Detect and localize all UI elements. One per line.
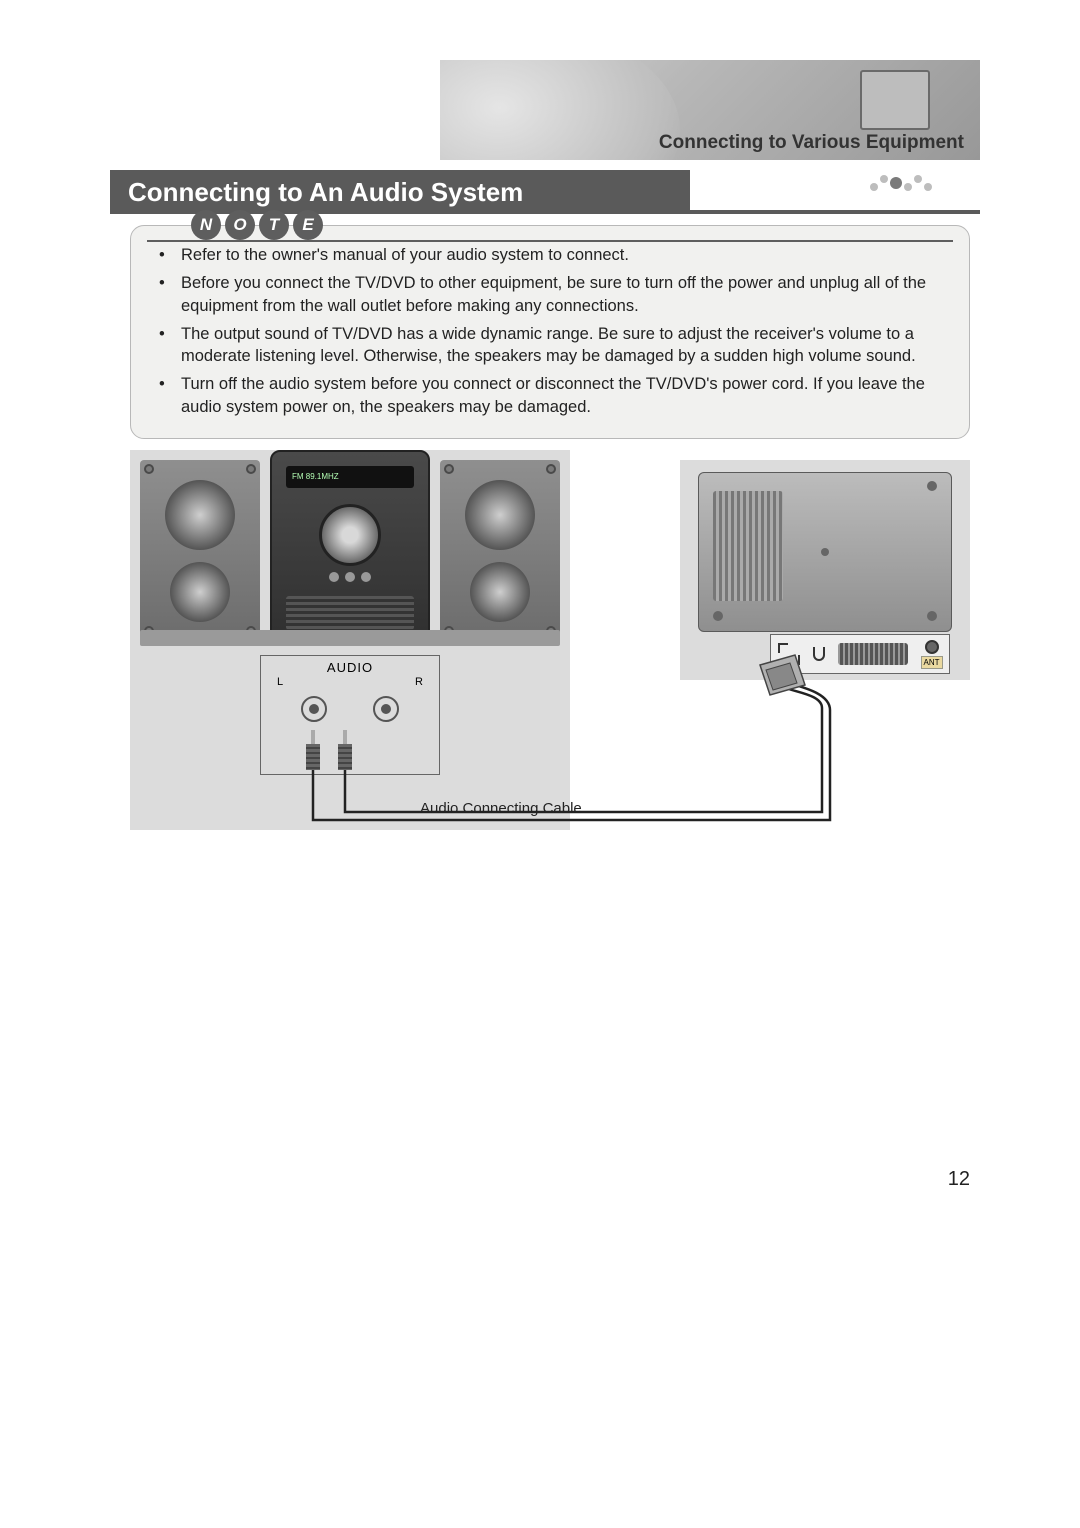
antenna-port-icon xyxy=(925,640,939,654)
section-label: Connecting to Various Equipment xyxy=(659,132,964,154)
note-item: The output sound of TV/DVD has a wide dy… xyxy=(177,323,957,368)
title-bar-underline xyxy=(690,210,980,214)
note-badge-t: T xyxy=(259,210,289,240)
page-number: 12 xyxy=(948,1168,970,1191)
rca-plug-right-icon xyxy=(338,730,352,770)
headphone-icon xyxy=(813,647,825,661)
title-bar: Connecting to An Audio System xyxy=(110,170,980,214)
rca-jack-right-icon xyxy=(373,696,399,722)
note-badge-e: E xyxy=(293,210,323,240)
bracket-icon xyxy=(778,643,800,665)
stereo-display: FM 89.1MHZ xyxy=(286,466,414,488)
volume-knob-icon xyxy=(319,504,381,566)
title-bar-fill: Connecting to An Audio System xyxy=(110,170,690,214)
deck-buttons xyxy=(329,572,371,582)
rca-plug-left-icon xyxy=(306,730,320,770)
audio-jack-left-label: L xyxy=(277,676,283,688)
scart-port-icon xyxy=(838,643,908,665)
stereo-deck-graphic: FM 89.1MHZ xyxy=(270,450,430,646)
rca-jack-left-icon xyxy=(301,696,327,722)
io-ports: ANT xyxy=(770,634,950,674)
note-badges: N O T E xyxy=(191,210,323,240)
note-list: Refer to the owner's manual of your audi… xyxy=(177,244,957,418)
cable-label: Audio Connecting Cable xyxy=(420,800,582,817)
tv-back-graphic xyxy=(698,472,952,632)
banner-tv-graphic xyxy=(860,70,930,130)
page-title: Connecting to An Audio System xyxy=(128,177,523,208)
left-speaker-graphic xyxy=(140,460,260,640)
note-badge-o: O xyxy=(225,210,255,240)
decorative-dots xyxy=(870,175,932,191)
connection-diagram: FM 89.1MHZ AUDIO L R xyxy=(130,450,970,920)
cassette-tray xyxy=(286,596,414,630)
vent-grille xyxy=(713,491,783,601)
note-badge-n: N xyxy=(191,210,221,240)
stereo-base xyxy=(140,630,560,646)
audio-jack-right-label: R xyxy=(415,676,423,688)
note-item: Refer to the owner's manual of your audi… xyxy=(177,244,957,266)
audio-jack-title: AUDIO xyxy=(261,660,439,675)
right-speaker-graphic xyxy=(440,460,560,640)
antenna-label: ANT xyxy=(921,656,943,669)
note-item: Turn off the audio system before you con… xyxy=(177,373,957,418)
banner-globe-graphic xyxy=(440,60,680,160)
note-item: Before you connect the TV/DVD to other e… xyxy=(177,272,957,317)
header-banner: Connecting to Various Equipment xyxy=(440,60,980,160)
note-box: N O T E Refer to the owner's manual of y… xyxy=(130,225,970,439)
tv-back-panel: ANT xyxy=(680,460,970,680)
note-underline xyxy=(147,240,953,242)
audio-system-panel: FM 89.1MHZ AUDIO L R xyxy=(130,450,570,830)
